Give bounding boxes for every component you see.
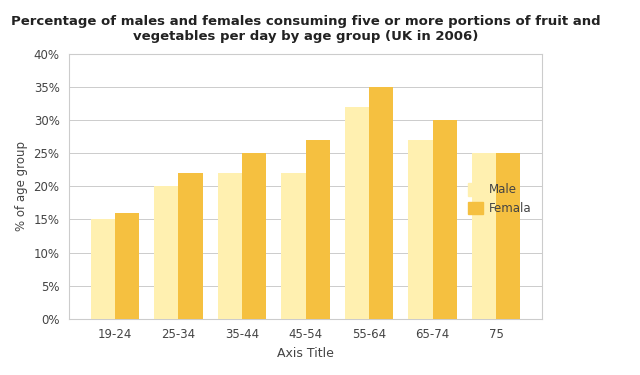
Legend: Male, Femala: Male, Femala <box>464 179 536 220</box>
Title: Percentage of males and females consuming five or more portions of fruit and
veg: Percentage of males and females consumin… <box>11 15 600 43</box>
Bar <box>408 140 433 319</box>
Bar <box>115 213 139 319</box>
Bar <box>496 153 520 319</box>
Bar <box>305 140 330 319</box>
Bar <box>242 153 266 319</box>
Bar <box>472 153 496 319</box>
Bar <box>369 87 393 319</box>
X-axis label: Axis Title: Axis Title <box>277 347 334 360</box>
Bar <box>345 107 369 319</box>
Bar <box>218 173 242 319</box>
Y-axis label: % of age group: % of age group <box>15 141 28 231</box>
Bar <box>154 186 179 319</box>
Bar <box>433 120 457 319</box>
Bar <box>282 173 305 319</box>
Bar <box>91 219 115 319</box>
Bar <box>179 173 203 319</box>
